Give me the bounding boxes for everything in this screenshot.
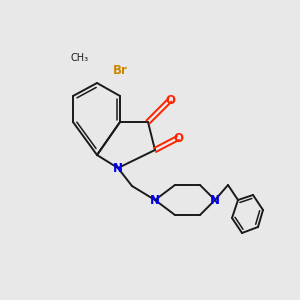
Text: CH₃: CH₃ bbox=[71, 53, 89, 63]
Text: Br: Br bbox=[112, 64, 128, 76]
Text: O: O bbox=[165, 94, 175, 106]
Text: N: N bbox=[113, 161, 123, 175]
Text: N: N bbox=[150, 194, 160, 206]
Text: N: N bbox=[210, 194, 220, 206]
Text: O: O bbox=[173, 131, 183, 145]
